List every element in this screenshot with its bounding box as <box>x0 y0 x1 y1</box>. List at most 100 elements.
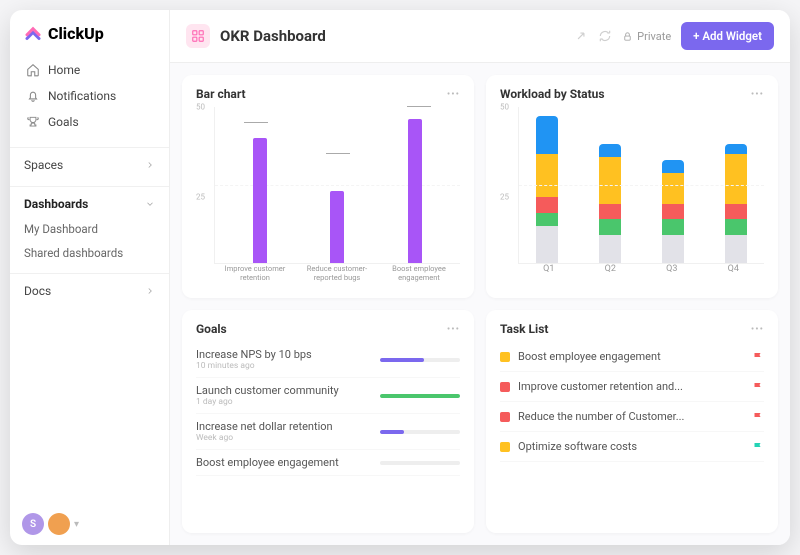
card-menu-icon[interactable]: ••• <box>447 324 460 335</box>
sidebar-item-my-dashboard[interactable]: My Dashboard <box>10 217 169 241</box>
chevron-right-icon <box>145 160 155 170</box>
dashboard-icon <box>186 24 210 48</box>
target-line <box>326 153 350 154</box>
bar-segment <box>599 235 621 263</box>
goal-row[interactable]: Increase NPS by 10 bps10 minutes ago <box>196 342 460 378</box>
sidebar: ClickUp Home Notifications Goals Spaces <box>10 10 170 545</box>
brand-name: ClickUp <box>48 24 104 43</box>
card-title: Goals <box>196 322 227 336</box>
status-square-icon <box>500 412 510 422</box>
nav-notifications[interactable]: Notifications <box>16 83 163 109</box>
target-line <box>244 122 268 123</box>
task-row[interactable]: Optimize software costs <box>500 432 764 462</box>
x-label: Q2 <box>590 264 630 286</box>
goals-card: Goals ••• Increase NPS by 10 bps10 minut… <box>182 310 474 533</box>
chevron-down-icon <box>145 199 155 209</box>
bar-chart-card: Bar chart ••• 50 25 Improve customer ret… <box>182 75 474 298</box>
avatar-more-icon[interactable]: ▾ <box>74 519 79 530</box>
y-tick: 50 <box>500 103 509 112</box>
bar-segment <box>599 157 621 204</box>
primary-nav: Home Notifications Goals <box>10 53 169 139</box>
dashboards-header[interactable]: Dashboards <box>10 187 169 217</box>
section-label: Docs <box>24 284 51 298</box>
bar-segment <box>725 154 747 204</box>
card-menu-icon[interactable]: ••• <box>751 324 764 335</box>
avatar[interactable] <box>48 513 70 535</box>
expand-icon[interactable] <box>574 29 588 43</box>
x-label: Reduce customer-reported bugs <box>302 264 372 286</box>
bar-segment <box>536 116 558 153</box>
bar-segment <box>536 213 558 225</box>
goal-time: 10 minutes ago <box>196 361 370 371</box>
nav-home[interactable]: Home <box>16 57 163 83</box>
bar-segment <box>599 204 621 220</box>
x-label: Q1 <box>529 264 569 286</box>
bar-segment <box>662 219 684 235</box>
goal-row[interactable]: Increase net dollar retentionWeek ago <box>196 414 460 450</box>
task-list-card: Task List ••• Boost employee engagementI… <box>486 310 778 533</box>
bar-segment <box>662 173 684 204</box>
x-label: Improve customer retention <box>220 264 290 286</box>
goal-row[interactable]: Launch customer community1 day ago <box>196 378 460 414</box>
home-icon <box>26 63 40 77</box>
nav-label: Goals <box>48 115 79 129</box>
progress-bar <box>380 461 460 465</box>
status-square-icon <box>500 352 510 362</box>
task-row[interactable]: Reduce the number of Customer... <box>500 402 764 432</box>
y-tick: 25 <box>196 192 205 201</box>
section-docs: Docs <box>10 273 169 304</box>
flag-icon <box>752 351 764 363</box>
goal-row[interactable]: Boost employee engagement <box>196 450 460 476</box>
bar <box>408 119 422 263</box>
bar <box>253 138 267 263</box>
section-dashboards: Dashboards My Dashboard Shared dashboard… <box>10 186 169 265</box>
card-title: Bar chart <box>196 87 246 101</box>
avatar[interactable]: S <box>22 513 44 535</box>
goal-label: Increase net dollar retention <box>196 420 370 433</box>
bar-segment <box>725 204 747 220</box>
lock-icon <box>622 31 633 42</box>
goal-time: Week ago <box>196 433 370 443</box>
flag-icon <box>752 441 764 453</box>
task-label: Improve customer retention and... <box>518 380 744 393</box>
bar-chart: 50 25 Improve customer retentionReduce c… <box>196 107 460 286</box>
main-panel: OKR Dashboard Private + Add Widget Bar c… <box>170 10 790 545</box>
bar-segment <box>536 226 558 263</box>
task-label: Reduce the number of Customer... <box>518 410 744 423</box>
stacked-bar <box>662 160 684 263</box>
user-avatars: S ▾ <box>10 503 169 545</box>
bar-segment <box>662 235 684 263</box>
sidebar-item-shared-dashboards[interactable]: Shared dashboards <box>10 241 169 265</box>
add-widget-button[interactable]: + Add Widget <box>681 22 774 50</box>
privacy-indicator[interactable]: Private <box>622 30 671 43</box>
bell-icon <box>26 89 40 103</box>
bar-segment <box>725 235 747 263</box>
privacy-label: Private <box>637 30 671 43</box>
brand-logo[interactable]: ClickUp <box>10 10 169 53</box>
refresh-icon[interactable] <box>598 29 612 43</box>
y-tick: 50 <box>196 103 205 112</box>
target-line <box>407 106 431 107</box>
status-square-icon <box>500 382 510 392</box>
stacked-bar <box>599 144 621 263</box>
goal-label: Launch customer community <box>196 384 370 397</box>
x-label: Boost employee engagement <box>384 264 454 286</box>
goals-list: Increase NPS by 10 bps10 minutes agoLaun… <box>196 342 460 476</box>
section-label: Dashboards <box>24 197 88 211</box>
bar-segment <box>536 197 558 213</box>
docs-header[interactable]: Docs <box>10 274 169 304</box>
goal-label: Increase NPS by 10 bps <box>196 348 370 361</box>
spaces-header[interactable]: Spaces <box>10 148 169 178</box>
card-title: Workload by Status <box>500 87 605 101</box>
section-spaces: Spaces <box>10 147 169 178</box>
card-menu-icon[interactable]: ••• <box>751 89 764 100</box>
trophy-icon <box>26 115 40 129</box>
status-square-icon <box>500 442 510 452</box>
task-row[interactable]: Improve customer retention and... <box>500 372 764 402</box>
nav-goals[interactable]: Goals <box>16 109 163 135</box>
progress-bar <box>380 394 460 398</box>
card-menu-icon[interactable]: ••• <box>447 89 460 100</box>
bar-segment <box>662 160 684 172</box>
goal-label: Boost employee engagement <box>196 456 370 469</box>
task-row[interactable]: Boost employee engagement <box>500 342 764 372</box>
